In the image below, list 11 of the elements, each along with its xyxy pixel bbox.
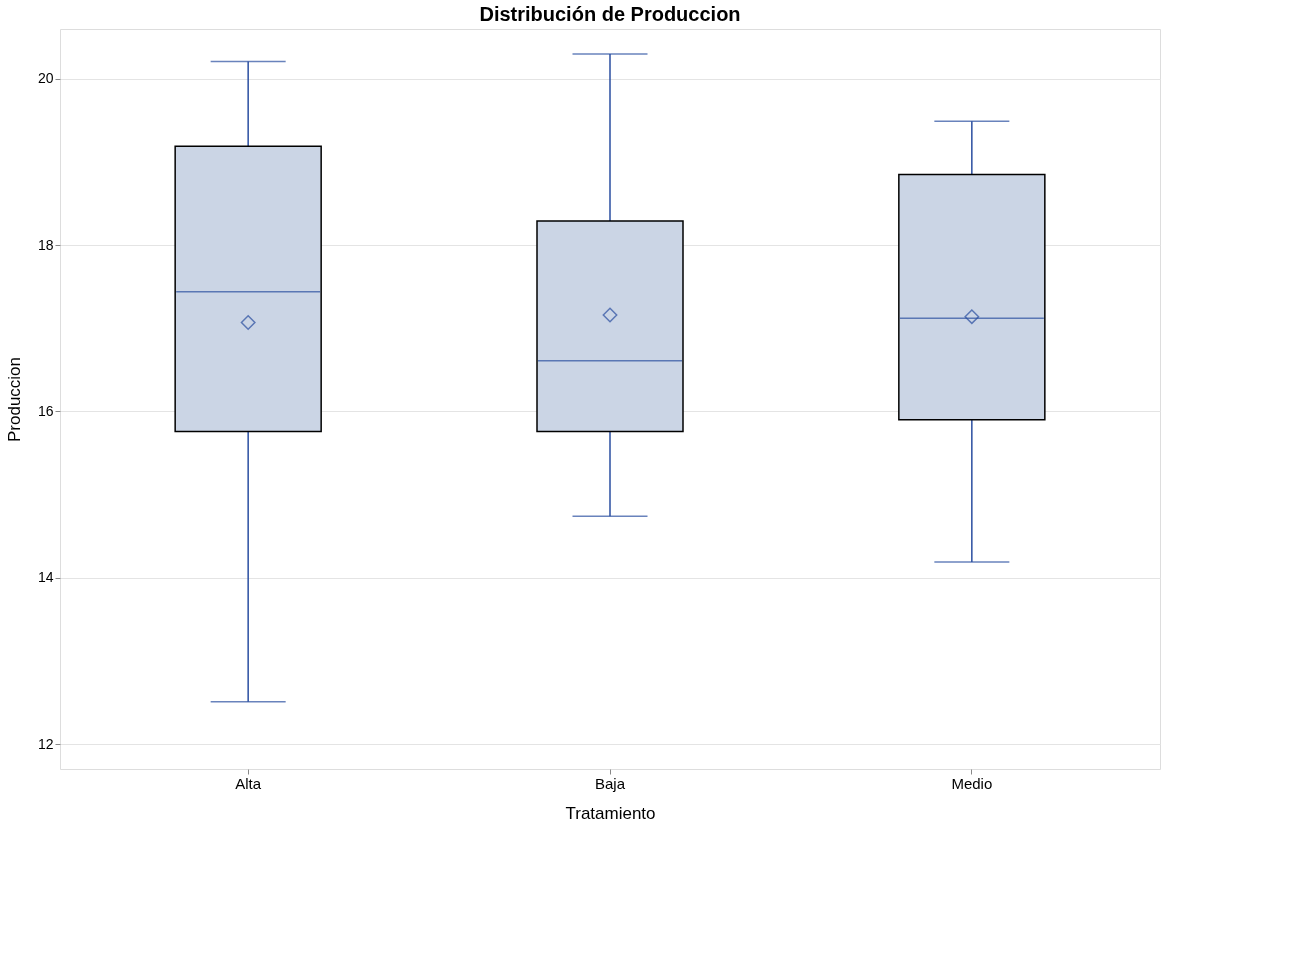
chart-title: Distribución de Produccion <box>479 3 741 25</box>
x-tick-label: Baja <box>594 774 626 792</box>
x-axis-title: Tratamiento <box>565 803 656 823</box>
x-tick-label: Alta <box>235 774 262 792</box>
y-tick-label: 12 <box>37 735 54 752</box>
y-tick-label: 20 <box>37 70 54 87</box>
y-tick-label: 14 <box>37 569 54 586</box>
y-tick-label: 16 <box>37 402 54 419</box>
x-tick-label: Medio <box>951 774 993 792</box>
y-tick-label: 18 <box>37 236 54 253</box>
y-axis-title: Produccion <box>4 356 24 443</box>
